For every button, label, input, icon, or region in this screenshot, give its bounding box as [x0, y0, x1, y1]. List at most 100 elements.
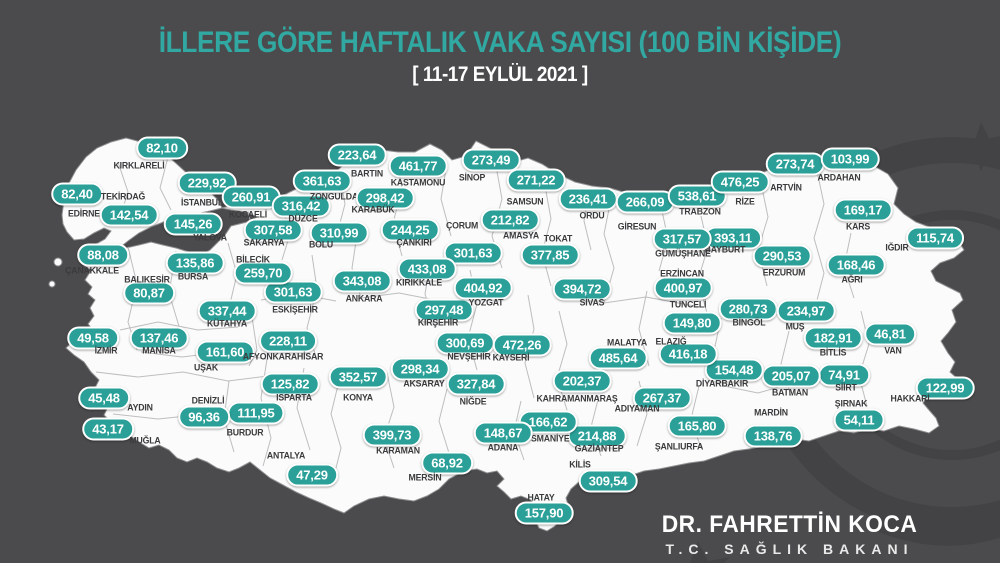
- province-value-badge: 125,82: [260, 372, 320, 396]
- province-value-badge: 49,58: [67, 326, 119, 350]
- province-name-label: SİİRT: [835, 382, 857, 394]
- province-value-badge: 461,77: [388, 154, 448, 178]
- province-name-label: RİZE: [735, 196, 755, 208]
- province-name-label: AMASYA: [503, 230, 539, 242]
- province-name-label: KARAMAN: [376, 445, 420, 457]
- province-value-badge: 485,64: [588, 346, 648, 370]
- province-name-label: ESKİŞEHİR: [272, 304, 318, 316]
- signature-block: DR. FAHRETTİN KOCA T.C. SAĞLIK BAKANI: [655, 511, 924, 557]
- province-name-label: AFYONKARAHİSAR: [242, 351, 324, 363]
- province-value-badge: 259,70: [233, 261, 293, 285]
- province-name-label: ARTVİN: [770, 182, 802, 194]
- province-name-label: ERZİNCAN: [660, 268, 704, 280]
- province-name-label: AKSARAY: [403, 378, 445, 390]
- province-value-badge: 433,08: [397, 257, 457, 281]
- province-value-badge: 148,67: [473, 421, 533, 445]
- province-value-badge: 273,49: [461, 148, 521, 172]
- province-value-badge: 182,91: [803, 326, 863, 350]
- minister-name: DR. FAHRETTİN KOCA: [661, 511, 918, 538]
- province-name-label: TRABZON: [679, 206, 721, 218]
- province-value-badge: 538,61: [667, 184, 727, 208]
- province-value-badge: 46,81: [864, 322, 916, 346]
- province-name-label: KARS: [845, 221, 871, 233]
- province-name-label: ANKARA: [345, 293, 383, 305]
- province-name-label: SAKARYA: [243, 237, 285, 249]
- province-value-badge: 337,44: [197, 299, 257, 323]
- province-name-label: YALOVA: [193, 232, 227, 244]
- province-name-label: DİYARBAKIR: [695, 378, 749, 390]
- province-value-badge: 271,22: [506, 168, 566, 192]
- province-value-badge: 377,85: [520, 243, 580, 267]
- province-name-label: GAZİANTEP: [574, 443, 624, 455]
- province-value-badge: 47,29: [286, 463, 338, 487]
- province-name-label: DENİZLİ: [191, 395, 225, 407]
- province-value-badge: 236,41: [558, 187, 618, 211]
- province-name-label: ORDU: [579, 210, 605, 222]
- province-value-badge: 266,09: [615, 190, 675, 214]
- province-value-badge: 214,88: [567, 424, 627, 448]
- province-value-badge: 327,84: [446, 372, 506, 396]
- province-value-badge: 244,25: [380, 218, 440, 242]
- province-value-badge: 96,36: [178, 405, 230, 429]
- province-value-badge: 273,74: [765, 152, 825, 176]
- province-name-label: BİNGÖL: [732, 317, 766, 329]
- province-name-label: KOCAELİ: [228, 209, 268, 221]
- province-value-badge: 260,91: [221, 185, 281, 209]
- province-name-label: MERSİN: [408, 472, 442, 484]
- province-name-label: HAKKARİ: [890, 393, 930, 405]
- province-value-badge: 476,25: [710, 170, 770, 194]
- province-name-label: ERZURUM: [762, 267, 806, 279]
- island: [53, 257, 63, 267]
- province-value-badge: 165,80: [667, 414, 727, 438]
- province-value-badge: 301,63: [263, 280, 323, 304]
- province-name-label: ADIYAMAN: [614, 403, 660, 415]
- province-value-badge: 400,97: [653, 276, 713, 300]
- province-name-label: ELAZIĞ: [655, 336, 687, 348]
- province-value-badge: 301,63: [443, 241, 503, 265]
- province-name-label: ŞANLIURFA: [654, 441, 704, 453]
- header: İLLERE GÖRE HAFTALIK VAKA SAYISI (100 Bİ…: [0, 26, 1000, 87]
- province-name-label: ADANA: [487, 442, 519, 454]
- province-name-label: KASTAMONU: [390, 177, 446, 189]
- province-value-badge: 88,08: [77, 243, 129, 267]
- province-name-label: GİRESUN: [617, 221, 657, 233]
- province-value-badge: 80,87: [123, 281, 175, 305]
- province-value-badge: 154,48: [704, 358, 764, 382]
- province-name-label: ARDAHAN: [817, 172, 861, 184]
- province-value-badge: 103,99: [820, 147, 880, 171]
- province-value-badge: 142,54: [99, 203, 159, 227]
- province-name-label: KIRIKKALE: [396, 277, 442, 289]
- province-value-badge: 298,42: [355, 186, 415, 210]
- province-value-badge: 115,74: [906, 226, 964, 250]
- province-value-badge: 157,90: [514, 501, 574, 525]
- province-name-label: UŞAK: [193, 362, 219, 374]
- province-value-badge: 404,92: [453, 276, 513, 300]
- province-value-badge: 267,37: [632, 386, 692, 410]
- date-range: [ 11-17 EYLÜL 2021 ]: [412, 63, 588, 86]
- province-value-badge: 393,11: [704, 226, 762, 250]
- province-name-label: YOZGAT: [468, 297, 504, 309]
- province-value-badge: 298,34: [390, 357, 450, 381]
- province-name-label: BİTLİS: [819, 347, 847, 359]
- province-name-label: ISPARTA: [276, 392, 312, 404]
- province-value-badge: 212,82: [480, 208, 540, 232]
- province-value-badge: 394,72: [552, 277, 612, 301]
- province-name-label: TOKAT: [543, 233, 573, 245]
- island: [48, 280, 56, 288]
- province-value-badge: 307,58: [243, 218, 303, 242]
- province-name-label: KIRŞEHİR: [417, 317, 459, 329]
- province-name-label: TUNCELİ: [669, 299, 707, 311]
- province-name-label: ÇORUM: [445, 220, 479, 232]
- province-value-badge: 472,26: [492, 333, 552, 357]
- province-value-badge: 74,91: [818, 363, 870, 387]
- province-name-label: TEKİRDAĞ: [100, 191, 146, 203]
- province-name-label: HATAY: [527, 492, 555, 504]
- province-name-label: MARDİN: [754, 407, 788, 419]
- province-value-badge: 43,17: [82, 417, 134, 441]
- province-name-label: KÜTAHYA: [207, 318, 247, 330]
- province-name-label: AYDIN: [127, 402, 153, 414]
- province-value-badge: 137,46: [129, 326, 189, 350]
- province-name-label: DÜZCE: [288, 213, 318, 225]
